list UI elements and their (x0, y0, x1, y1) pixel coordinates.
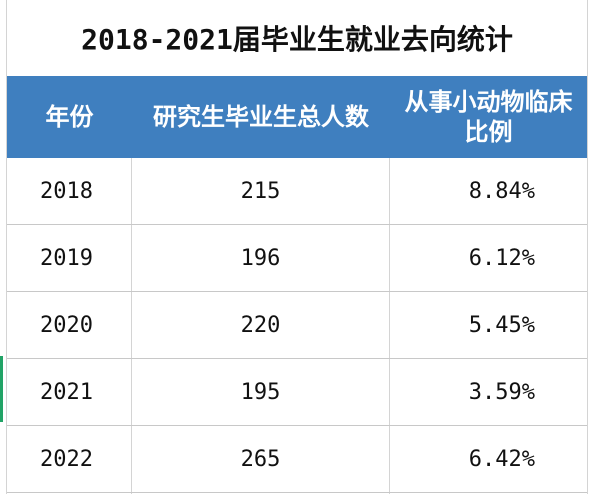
header-total-graduates[interactable]: 研究生毕业生总人数 (153, 103, 369, 131)
row-selection-marker (0, 356, 3, 422)
gridline (6, 0, 7, 494)
cell-ratio[interactable]: 6.12% (468, 245, 535, 271)
cell-ratio[interactable]: 3.59% (468, 379, 535, 405)
cell-year[interactable]: 2019 (7, 225, 132, 291)
cell-total[interactable]: 196 (132, 225, 390, 291)
table-row: 2021 195 3.59% (7, 359, 587, 426)
cell-ratio[interactable]: 6.42% (468, 446, 535, 472)
table-row: 2020 220 5.45% (7, 292, 587, 359)
cell-year[interactable]: 2021 (7, 359, 132, 425)
cell-total[interactable]: 195 (132, 359, 390, 425)
table-row: 2019 196 6.12% (7, 225, 587, 292)
header-row: 年份 研究生毕业生总人数 从事小动物临床比例 (7, 76, 587, 158)
table-body: 2018 215 8.84% 2019 196 6.12% 2020 220 5… (7, 158, 587, 493)
cell-year[interactable]: 2020 (7, 292, 132, 358)
cell-total[interactable]: 215 (132, 158, 390, 224)
header-year[interactable]: 年份 (45, 103, 94, 131)
gridline (587, 0, 588, 494)
cell-ratio[interactable]: 8.84% (468, 178, 535, 204)
cell-total[interactable]: 220 (132, 292, 390, 358)
spreadsheet: 2018-2021届毕业生就业去向统计 年份 研究生毕业生总人数 从事小动物临床… (7, 0, 587, 494)
table-title[interactable]: 2018-2021届毕业生就业去向统计 (7, 0, 587, 77)
header-small-animal-ratio[interactable]: 从事小动物临床比例 (404, 88, 573, 146)
cell-total[interactable]: 265 (132, 426, 390, 492)
cell-year[interactable]: 2018 (7, 158, 132, 224)
table-row: 2022 265 6.42% (7, 426, 587, 493)
cell-year[interactable]: 2022 (7, 426, 132, 492)
cell-ratio[interactable]: 5.45% (468, 312, 535, 338)
table-row: 2018 215 8.84% (7, 158, 587, 225)
